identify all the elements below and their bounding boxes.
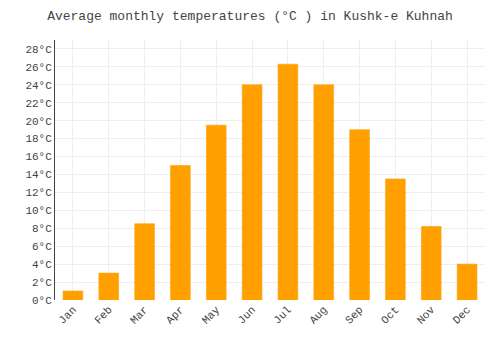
svg-text:Mar: Mar <box>128 304 150 326</box>
svg-text:18°C: 18°C <box>25 133 52 145</box>
svg-text:16°C: 16°C <box>25 151 52 163</box>
svg-text:Jun: Jun <box>236 304 258 326</box>
svg-text:12°C: 12°C <box>25 187 52 199</box>
svg-text:28°C: 28°C <box>25 44 52 56</box>
svg-text:Aug: Aug <box>307 304 329 326</box>
svg-text:Nov: Nov <box>415 304 438 327</box>
svg-text:Apr: Apr <box>164 304 186 326</box>
svg-text:24°C: 24°C <box>25 80 52 92</box>
svg-text:2°C: 2°C <box>32 277 52 289</box>
svg-text:4°C: 4°C <box>32 259 52 271</box>
svg-text:26°C: 26°C <box>25 62 52 74</box>
svg-text:Sep: Sep <box>343 304 365 326</box>
svg-text:Jan: Jan <box>56 304 78 326</box>
svg-text:20°C: 20°C <box>25 116 52 128</box>
svg-text:Average monthly temperatures (: Average monthly temperatures (°C ) in Ku… <box>47 9 453 24</box>
svg-text:Dec: Dec <box>451 304 473 326</box>
svg-text:22°C: 22°C <box>25 98 52 110</box>
svg-text:Oct: Oct <box>379 304 401 326</box>
svg-text:Jul: Jul <box>271 304 293 326</box>
svg-text:6°C: 6°C <box>32 241 52 253</box>
svg-text:10°C: 10°C <box>25 205 52 217</box>
svg-text:Feb: Feb <box>92 304 114 326</box>
svg-text:8°C: 8°C <box>32 223 52 235</box>
svg-text:0°C: 0°C <box>32 295 52 307</box>
svg-text:May: May <box>200 304 223 327</box>
svg-text:14°C: 14°C <box>25 169 52 181</box>
